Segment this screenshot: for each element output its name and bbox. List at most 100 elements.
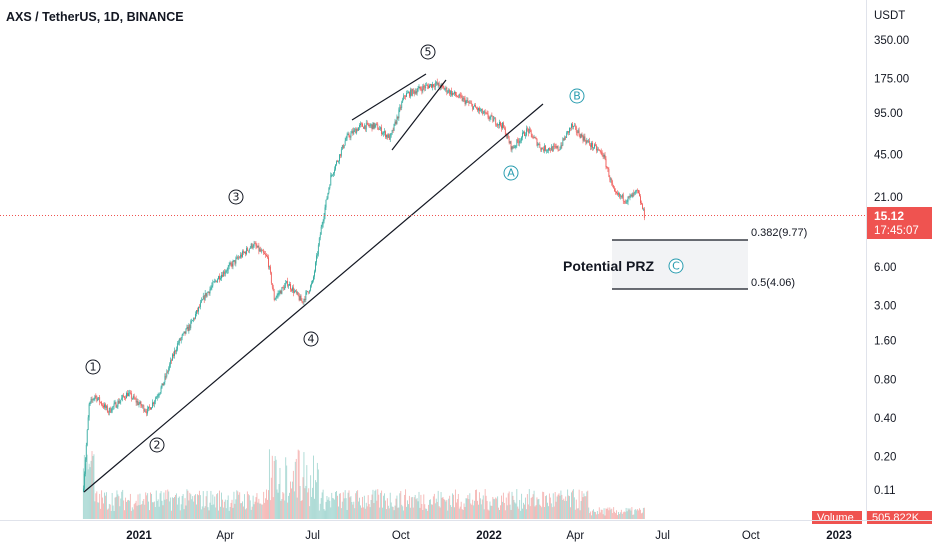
- volume-bar: [368, 504, 370, 519]
- volume-bar: [139, 493, 141, 519]
- wedge-lower-line[interactable]: [391, 79, 447, 151]
- candle: [381, 124, 383, 137]
- candle: [499, 119, 500, 129]
- candle: [178, 337, 180, 346]
- volume-bar: [170, 497, 172, 519]
- volume-bar: [381, 490, 383, 519]
- volume-bar: [511, 491, 513, 519]
- candle: [563, 137, 565, 141]
- volume-bar: [403, 510, 405, 519]
- candle: [135, 395, 137, 406]
- volume-bar: [558, 493, 560, 519]
- candle: [315, 253, 317, 266]
- candle: [446, 86, 448, 96]
- candle: [480, 108, 482, 114]
- candle: [472, 103, 474, 112]
- volume-bar: [636, 510, 638, 519]
- volume-bar: [332, 497, 334, 519]
- volume-bar: [390, 502, 392, 519]
- time-axis[interactable]: 2021 Apr Jul Oct 2022 Apr Jul Oct 2023: [126, 530, 852, 542]
- candle: [517, 137, 519, 144]
- candle: [455, 91, 456, 97]
- volume-bar: [235, 499, 237, 519]
- volume-bar: [627, 508, 629, 519]
- wedge-upper-line[interactable]: [351, 73, 427, 121]
- volume-bar: [456, 499, 458, 519]
- volume-bar: [624, 512, 626, 519]
- volume-bar: [621, 513, 623, 519]
- volume-bar: [521, 493, 523, 519]
- candle: [393, 123, 395, 132]
- volume-bar: [254, 501, 256, 519]
- candle: [397, 116, 399, 120]
- volume-bar: [437, 490, 439, 519]
- candle: [185, 328, 187, 335]
- volume-bar: [126, 501, 127, 519]
- trendline[interactable]: [83, 103, 544, 493]
- volume-bar: [310, 475, 312, 519]
- candle: [520, 138, 522, 144]
- candle: [638, 189, 639, 194]
- volume-bar: [307, 492, 309, 519]
- candle: [209, 286, 211, 296]
- candle: [473, 106, 475, 110]
- candle: [445, 85, 447, 93]
- volume-bar: [229, 506, 231, 519]
- volume-bar: [96, 491, 98, 519]
- volume-bar: [344, 490, 346, 519]
- volume-bar: [121, 491, 123, 519]
- volume-bar: [495, 497, 497, 519]
- candle: [198, 306, 199, 315]
- candle: [224, 269, 226, 277]
- candle: [318, 237, 320, 247]
- volume-bar: [131, 507, 133, 519]
- candle: [627, 196, 629, 206]
- volume-bar: [300, 501, 302, 519]
- candle: [125, 395, 126, 401]
- candle: [544, 143, 546, 154]
- volume-bar: [94, 501, 96, 519]
- candle: [411, 88, 413, 97]
- volume-bar: [474, 500, 476, 519]
- candle: [572, 122, 573, 130]
- candle: [371, 124, 373, 132]
- volume-bar: [642, 507, 644, 519]
- candle: [333, 171, 335, 177]
- volume-bar: [89, 467, 91, 519]
- price-scale[interactable]: 350.00 175.00 95.00 45.00 21.00 6.00 3.00 1.60 0…: [874, 35, 909, 497]
- volume-bar: [464, 506, 466, 519]
- volume-bar: [571, 492, 572, 519]
- volume-bar: [326, 495, 328, 519]
- candle: [407, 90, 408, 94]
- candle: [486, 110, 488, 115]
- candle: [366, 120, 368, 125]
- candle: [156, 394, 158, 401]
- candle: [158, 393, 160, 398]
- candle: [284, 282, 286, 290]
- candle: [435, 81, 437, 86]
- candle: [362, 126, 364, 129]
- candle: [348, 132, 350, 138]
- volume-bar: [540, 505, 542, 519]
- candle: [534, 136, 536, 139]
- candle: [227, 265, 229, 274]
- candle: [216, 280, 218, 283]
- candle: [593, 147, 594, 151]
- candle: [129, 389, 130, 397]
- volume-bar: [284, 500, 286, 519]
- candle: [386, 133, 388, 140]
- candle: [506, 134, 508, 140]
- candle: [215, 279, 217, 283]
- volume-bar: [532, 494, 534, 519]
- volume-bar: [436, 501, 438, 519]
- volume-bar: [620, 509, 622, 519]
- volume-bar: [412, 507, 414, 519]
- volume-bar: [244, 494, 245, 519]
- candle: [361, 122, 362, 127]
- volume-bar: [318, 510, 320, 519]
- candle: [636, 189, 638, 194]
- volume-bar: [593, 509, 594, 519]
- candle: [455, 91, 457, 98]
- candle: [452, 91, 453, 97]
